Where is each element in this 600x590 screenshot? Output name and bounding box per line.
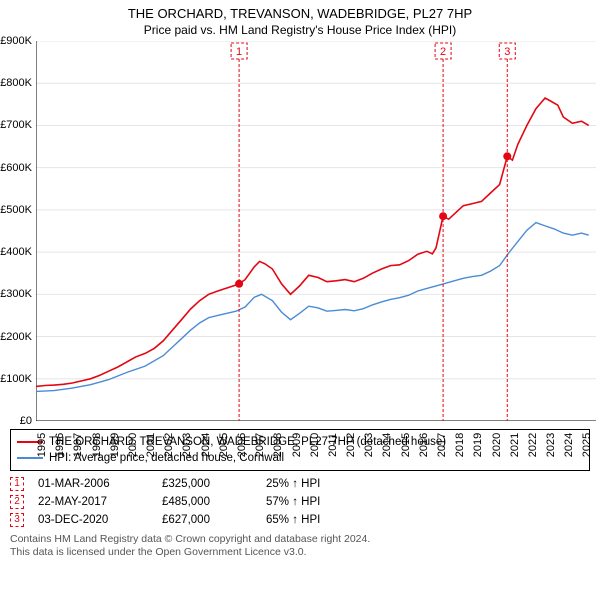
sale-date: 22-MAY-2017 <box>38 496 148 508</box>
y-tick-label: £700K <box>0 119 32 131</box>
x-tick-label: 1997 <box>72 433 84 457</box>
sale-date: 03-DEC-2020 <box>38 514 148 526</box>
x-tick-label: 2009 <box>291 433 303 457</box>
sales-table: 1 01-MAR-2006 £325,000 25% ↑ HPI 2 22-MAY-201… <box>10 477 590 527</box>
x-tick-label: 2022 <box>527 433 539 457</box>
svg-text:3: 3 <box>504 46 510 58</box>
sale-price: £485,000 <box>162 496 252 508</box>
x-tick-label: 2004 <box>200 433 212 457</box>
sale-row: 1 01-MAR-2006 £325,000 25% ↑ HPI <box>10 477 590 491</box>
x-tick-label: 2008 <box>272 433 284 457</box>
y-tick-label: £500K <box>0 204 32 216</box>
attribution-footer: Contains HM Land Registry data © Crown c… <box>10 533 590 559</box>
x-tick-label: 1999 <box>109 433 121 457</box>
sale-flag-icon: 1 <box>10 477 24 491</box>
y-tick-label: £200K <box>0 331 32 343</box>
y-tick-label: £100K <box>0 373 32 385</box>
x-tick-label: 2020 <box>491 433 503 457</box>
axes <box>36 41 596 421</box>
y-tick-label: £300K <box>0 288 32 300</box>
y-tick-label: £400K <box>0 246 32 258</box>
x-tick-label: 2012 <box>345 433 357 457</box>
x-tick-label: 2023 <box>545 433 557 457</box>
x-tick-label: 2005 <box>218 433 230 457</box>
x-tick-label: 2015 <box>400 433 412 457</box>
series-group <box>36 98 589 391</box>
x-tick-label: 2018 <box>454 433 466 457</box>
x-tick-label: 1996 <box>54 433 66 457</box>
x-tick-label: 2010 <box>309 433 321 457</box>
sale-price: £325,000 <box>162 478 252 490</box>
x-tick-label: 2000 <box>127 433 139 457</box>
legend-swatch <box>17 457 43 459</box>
flags-group: 1 2 3 <box>231 43 515 421</box>
sale-delta: 65% ↑ HPI <box>266 514 320 526</box>
x-tick-label: 2021 <box>509 433 521 457</box>
x-tick-label: 2006 <box>236 433 248 457</box>
x-tick-label: 1998 <box>91 433 103 457</box>
sale-date: 01-MAR-2006 <box>38 478 148 490</box>
x-tick-label: 2002 <box>163 433 175 457</box>
sale-flag-icon: 2 <box>10 495 24 509</box>
y-tick-label: £0 <box>20 415 32 427</box>
chart-title: THE ORCHARD, TREVANSON, WADEBRIDGE, PL27… <box>0 0 600 21</box>
x-tick-label: 2024 <box>563 433 575 457</box>
y-tick-label: £600K <box>0 162 32 174</box>
x-tick-label: 2003 <box>181 433 193 457</box>
svg-text:2: 2 <box>440 46 446 58</box>
x-tick-label: 2013 <box>363 433 375 457</box>
sale-price: £627,000 <box>162 514 252 526</box>
sale-row: 3 03-DEC-2020 £627,000 65% ↑ HPI <box>10 513 590 527</box>
footer-line-1: Contains HM Land Registry data © Crown c… <box>10 533 590 546</box>
x-tick-label: 1995 <box>36 433 48 457</box>
footer-line-2: This data is licensed under the Open Gov… <box>10 546 590 559</box>
markers-group <box>235 152 511 288</box>
y-tick-label: £800K <box>0 77 32 89</box>
gridlines <box>36 41 596 421</box>
y-tick-label: £900K <box>0 35 32 47</box>
sale-delta: 57% ↑ HPI <box>266 496 320 508</box>
x-tick-label: 2014 <box>381 433 393 457</box>
x-tick-label: 2016 <box>418 433 430 457</box>
x-tick-label: 2011 <box>327 433 339 457</box>
svg-text:1: 1 <box>236 46 242 58</box>
chart-svg: 1 2 3 <box>36 41 596 421</box>
x-tick-label: 2017 <box>436 433 448 457</box>
sale-row: 2 22-MAY-2017 £485,000 57% ↑ HPI <box>10 495 590 509</box>
x-tick-label: 2001 <box>145 433 157 457</box>
x-tick-label: 2025 <box>581 433 593 457</box>
chart-area: 123 £0£100K£200K£300K£400K£500K£600K£700… <box>36 41 596 421</box>
sale-delta: 25% ↑ HPI <box>266 478 320 490</box>
x-tick-label: 2019 <box>472 433 484 457</box>
chart-subtitle: Price paid vs. HM Land Registry's House … <box>0 21 600 41</box>
x-tick-label: 2007 <box>254 433 266 457</box>
sale-flag-icon: 3 <box>10 513 24 527</box>
